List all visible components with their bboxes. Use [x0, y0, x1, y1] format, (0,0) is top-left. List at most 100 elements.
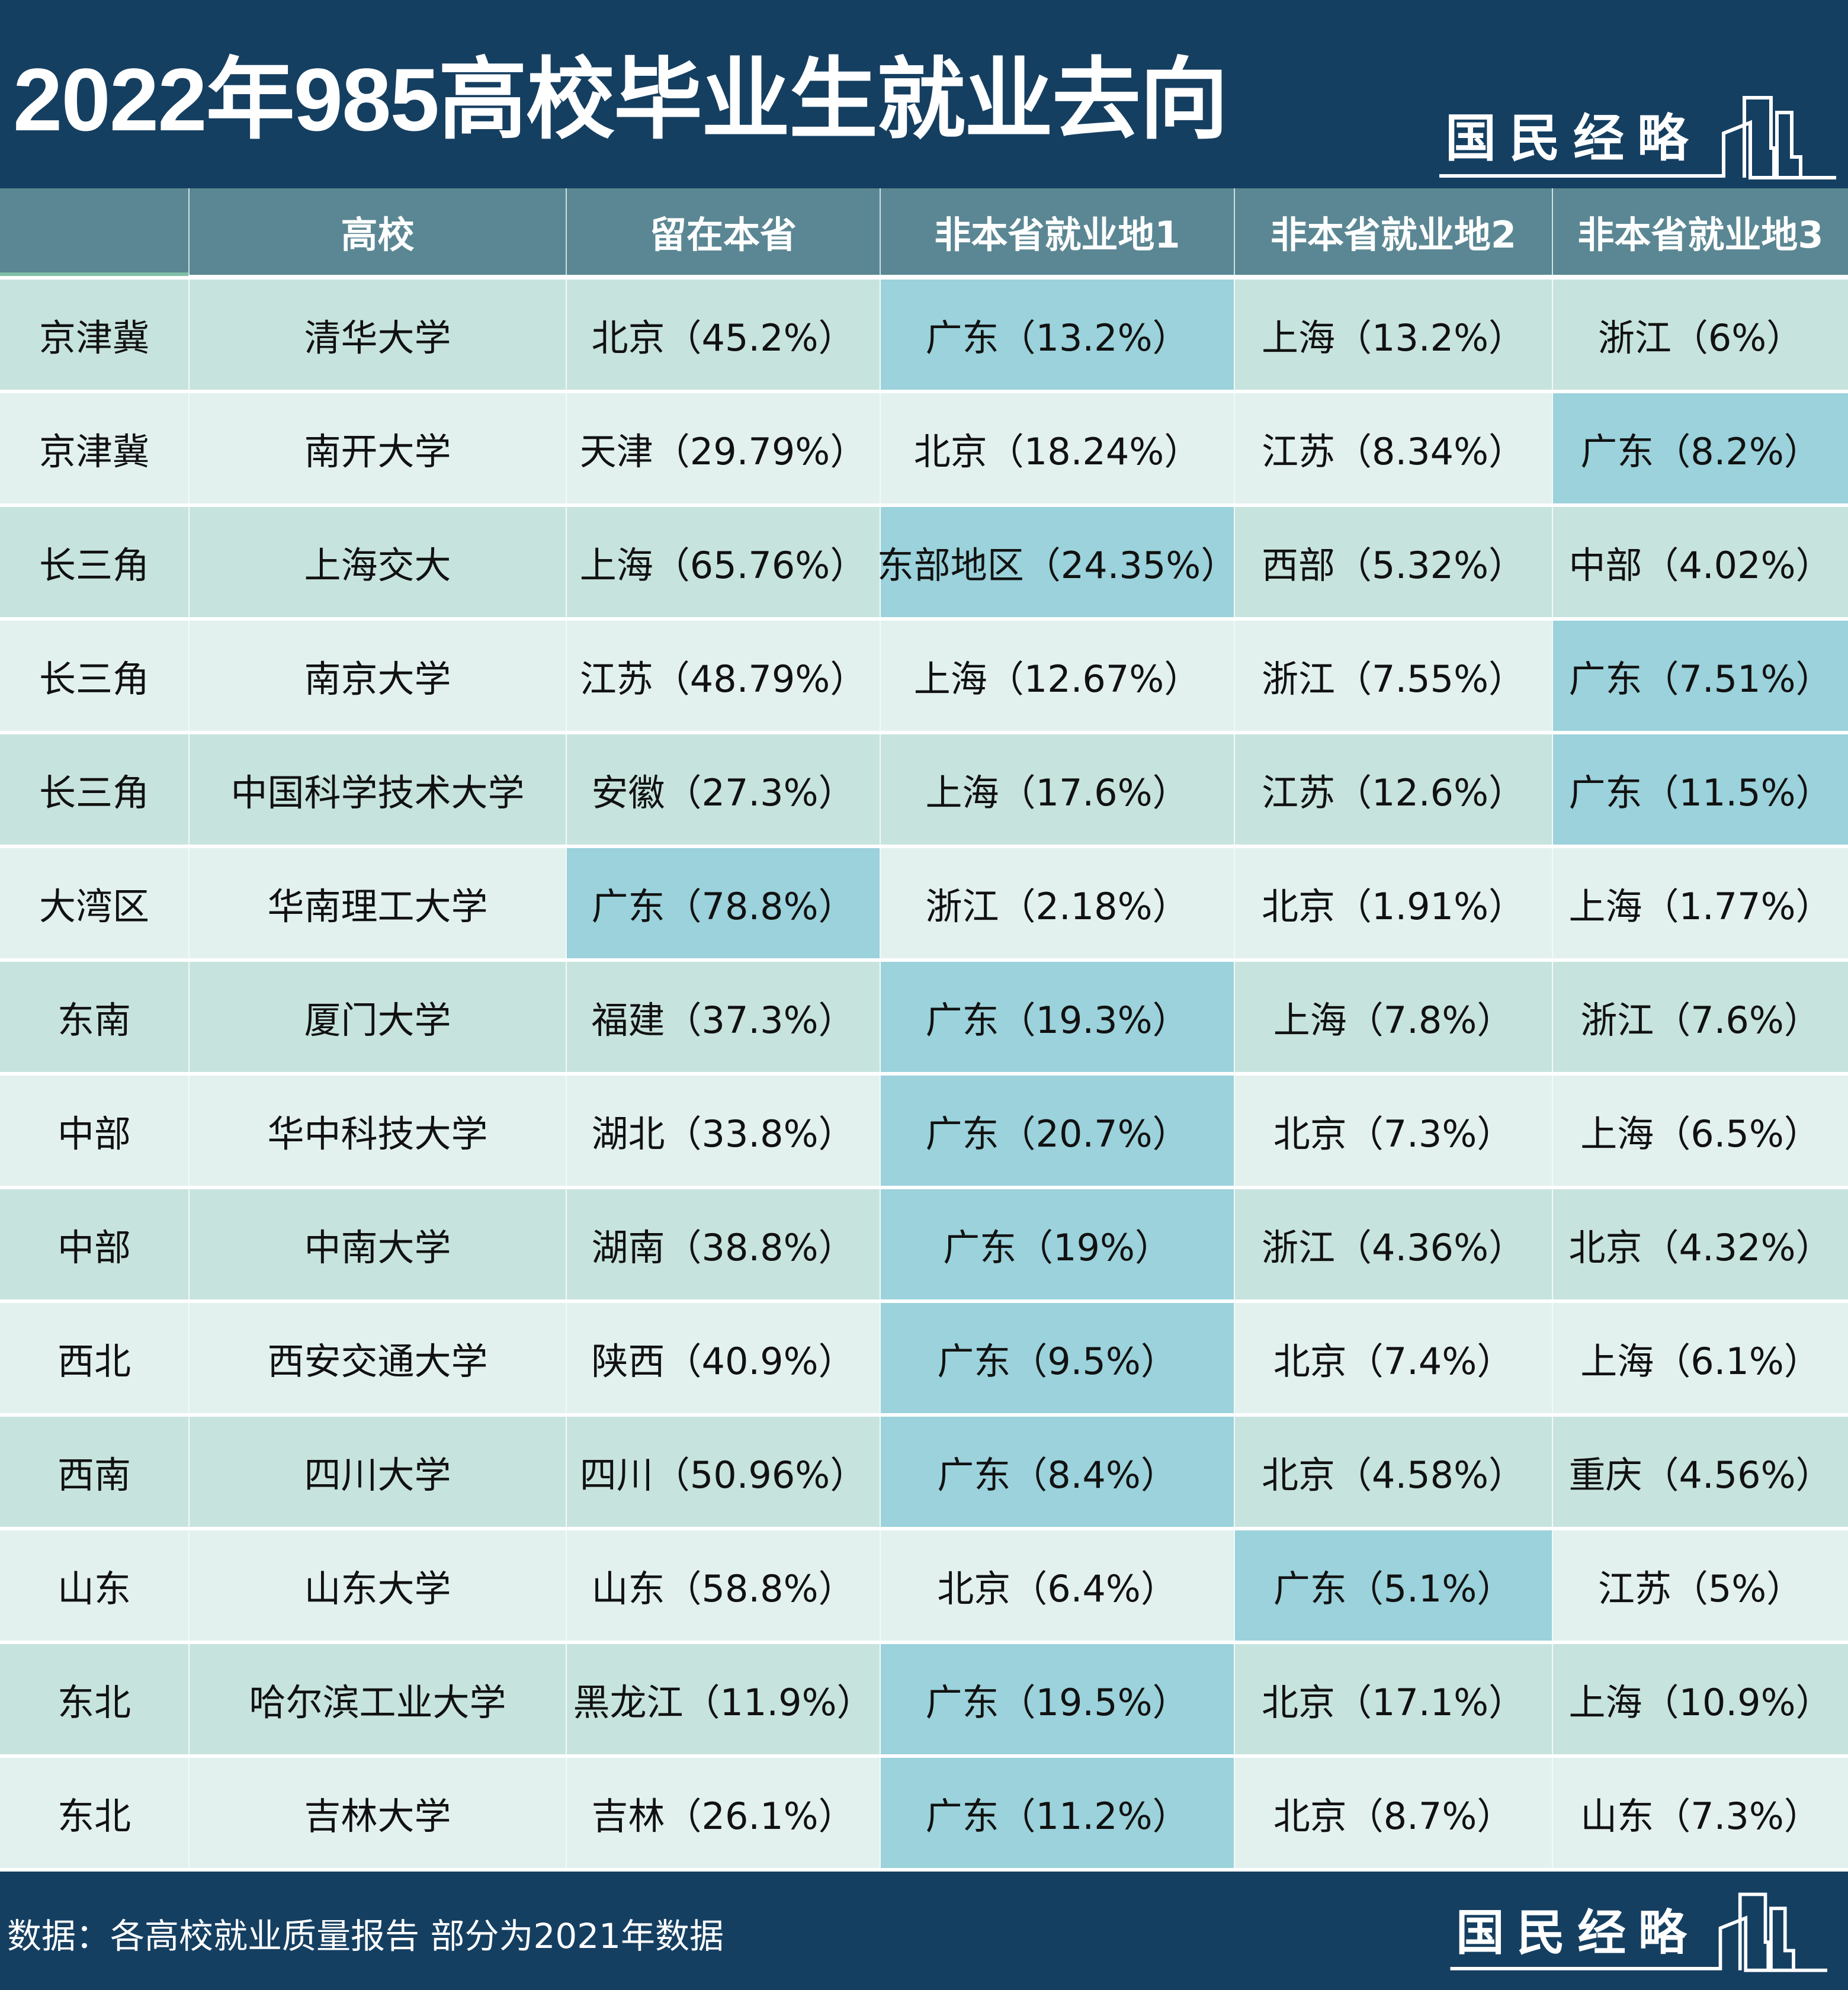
- table-row: 东北 哈尔滨工业大学 黑龙江（11.9%） 广东（19.5%） 北京（17.1%） 上海（…: [0, 1644, 1848, 1754]
- header-accent: [0, 272, 188, 276]
- brand-logo: 国民经略: [1422, 80, 1848, 187]
- brand-name: 国民经略: [1456, 1904, 1699, 1962]
- cell-destination-1: 广东（13.2%）: [880, 280, 1234, 390]
- cell-home-province: 安徽（27.3%）: [566, 734, 880, 845]
- cell-destination-2: 江苏（12.6%）: [1234, 734, 1552, 845]
- cell-region: 长三角: [0, 621, 188, 731]
- cell-region: 京津冀: [0, 280, 188, 390]
- cell-destination-2: 浙江（7.55%）: [1234, 621, 1552, 731]
- cell-destination-2: 上海（7.8%）: [1234, 962, 1552, 1072]
- footer-brand-logo: 国民经略: [1433, 1877, 1839, 1979]
- table-row: 山东 山东大学 山东（58.8%） 北京（6.4%） 广东（5.1%） 江苏（5%）: [0, 1530, 1848, 1641]
- cell-home-province: 天津（29.79%）: [566, 393, 880, 503]
- cell-school: 哈尔滨工业大学: [188, 1644, 566, 1754]
- cell-destination-1: 广东（8.4%）: [880, 1417, 1234, 1527]
- cell-destination-2: 北京（4.58%）: [1234, 1417, 1552, 1527]
- table-row: 东南 厦门大学 福建（37.3%） 广东（19.3%） 上海（7.8%） 浙江（7.6%）: [0, 962, 1848, 1072]
- cell-home-province: 江苏（48.79%）: [566, 621, 880, 731]
- cell-destination-2: 江苏（8.34%）: [1234, 393, 1552, 503]
- cell-school: 四川大学: [188, 1417, 566, 1527]
- table-row: 中部 中南大学 湖南（38.8%） 广东（19%） 浙江（4.36%） 北京（4.32%）: [0, 1189, 1848, 1299]
- skyline-icon: [1450, 1892, 1827, 1972]
- cell-destination-2: 上海（13.2%）: [1234, 280, 1552, 390]
- cell-destination-3: 上海（6.5%）: [1552, 1076, 1848, 1186]
- cell-destination-1: 广东（19.5%）: [880, 1644, 1234, 1754]
- cell-school: 中南大学: [188, 1189, 566, 1299]
- cell-school: 华中科技大学: [188, 1076, 566, 1186]
- cell-destination-3: 北京（4.32%）: [1552, 1189, 1848, 1299]
- table-header: 高校 留在本省 非本省就业地1 非本省就业地2 非本省就业地3: [0, 188, 1848, 275]
- cell-region: 中部: [0, 1076, 188, 1186]
- cell-school: 西安交通大学: [188, 1303, 566, 1413]
- cell-destination-2: 西部（5.32%）: [1234, 507, 1552, 617]
- cell-destination-1: 广东（11.2%）: [880, 1758, 1234, 1868]
- cell-school: 上海交大: [188, 507, 566, 617]
- cell-region: 东北: [0, 1644, 188, 1754]
- cell-destination-2: 北京（7.3%）: [1234, 1076, 1552, 1186]
- cell-home-province: 山东（58.8%）: [566, 1530, 880, 1641]
- table-row: 中部 华中科技大学 湖北（33.8%） 广东（20.7%） 北京（7.3%） 上海（6.5…: [0, 1076, 1848, 1186]
- table-row: 西北 西安交通大学 陕西（40.9%） 广东（9.5%） 北京（7.4%） 上海（6.1%…: [0, 1303, 1848, 1413]
- cell-region: 长三角: [0, 734, 188, 845]
- title-bar: 2022年985高校毕业生就业去向 国民经略: [0, 0, 1848, 188]
- cell-destination-2: 浙江（4.36%）: [1234, 1189, 1552, 1299]
- skyline-icon: [1439, 96, 1836, 179]
- cell-destination-1: 广东（20.7%）: [880, 1076, 1234, 1186]
- cell-region: 西南: [0, 1417, 188, 1527]
- cell-destination-2: 北京（17.1%）: [1234, 1644, 1552, 1754]
- cell-home-province: 湖南（38.8%）: [566, 1189, 880, 1299]
- header-school: 高校: [188, 188, 566, 275]
- table-row: 东北 吉林大学 吉林（26.1%） 广东（11.2%） 北京（8.7%） 山东（7.3%）: [0, 1758, 1848, 1868]
- cell-destination-1: 上海（12.67%）: [880, 621, 1234, 731]
- cell-region: 大湾区: [0, 848, 188, 958]
- cell-destination-3: 重庆（4.56%）: [1552, 1417, 1848, 1527]
- cell-destination-1: 广东（19.3%）: [880, 962, 1234, 1072]
- cell-destination-1: 北京（18.24%）: [880, 393, 1234, 503]
- cell-school: 山东大学: [188, 1530, 566, 1641]
- cell-region: 山东: [0, 1530, 188, 1641]
- cell-destination-1: 东部地区（24.35%）: [877, 507, 1237, 617]
- cell-destination-2: 北京（1.91%）: [1234, 848, 1552, 958]
- table-row: 长三角 中国科学技术大学 安徽（27.3%） 上海（17.6%） 江苏（12.6%） 广东…: [0, 734, 1848, 845]
- data-source: 数据：各高校就业质量报告 部分为2021年数据: [7, 1916, 724, 1956]
- cell-destination-2: 北京（8.7%）: [1234, 1758, 1552, 1868]
- cell-home-province: 黑龙江（11.9%）: [566, 1644, 880, 1754]
- page-title: 2022年985高校毕业生就业去向: [13, 50, 1228, 149]
- cell-destination-3: 中部（4.02%）: [1552, 507, 1848, 617]
- table-row: 大湾区 华南理工大学 广东（78.8%） 浙江（2.18%） 北京（1.91%） 上海（1…: [0, 848, 1848, 958]
- cell-region: 中部: [0, 1189, 188, 1299]
- header-region: [0, 188, 188, 275]
- cell-school: 厦门大学: [188, 962, 566, 1072]
- cell-destination-3: 广东（7.51%）: [1552, 621, 1848, 731]
- cell-region: 长三角: [0, 507, 188, 617]
- cell-school: 清华大学: [188, 280, 566, 390]
- cell-destination-3: 上海（10.9%）: [1552, 1644, 1848, 1754]
- cell-destination-3: 江苏（5%）: [1552, 1530, 1848, 1641]
- cell-destination-3: 广东（11.5%）: [1552, 734, 1848, 845]
- cell-destination-1: 浙江（2.18%）: [880, 848, 1234, 958]
- cell-region: 西北: [0, 1303, 188, 1413]
- cell-home-province: 湖北（33.8%）: [566, 1076, 880, 1186]
- table-row: 京津冀 南开大学 天津（29.79%） 北京（18.24%） 江苏（8.34%） 广东（8…: [0, 393, 1848, 503]
- cell-school: 中国科学技术大学: [188, 734, 566, 845]
- cell-home-province: 上海（65.76%）: [566, 507, 880, 617]
- cell-destination-1: 北京（6.4%）: [880, 1530, 1234, 1641]
- cell-destination-3: 浙江（7.6%）: [1552, 962, 1848, 1072]
- cell-destination-1: 上海（17.6%）: [880, 734, 1234, 845]
- cell-region: 京津冀: [0, 393, 188, 503]
- cell-destination-3: 广东（8.2%）: [1552, 393, 1848, 503]
- footer: 数据：各高校就业质量报告 部分为2021年数据 国民经略: [0, 1872, 1848, 1990]
- cell-home-province: 福建（37.3%）: [566, 962, 880, 1072]
- cell-destination-3: 山东（7.3%）: [1552, 1758, 1848, 1868]
- cell-destination-1: 广东（19%）: [880, 1189, 1234, 1299]
- cell-home-province: 北京（45.2%）: [566, 280, 880, 390]
- cell-destination-1: 广东（9.5%）: [880, 1303, 1234, 1413]
- cell-destination-3: 浙江（6%）: [1552, 280, 1848, 390]
- table-row: 京津冀 清华大学 北京（45.2%） 广东（13.2%） 上海（13.2%） 浙江（6%）: [0, 280, 1848, 390]
- cell-home-province: 广东（78.8%）: [566, 848, 880, 958]
- header-destination-2: 非本省就业地2: [1234, 188, 1552, 275]
- cell-school: 华南理工大学: [188, 848, 566, 958]
- cell-home-province: 陕西（40.9%）: [566, 1303, 880, 1413]
- cell-region: 东南: [0, 962, 188, 1072]
- cell-region: 东北: [0, 1758, 188, 1868]
